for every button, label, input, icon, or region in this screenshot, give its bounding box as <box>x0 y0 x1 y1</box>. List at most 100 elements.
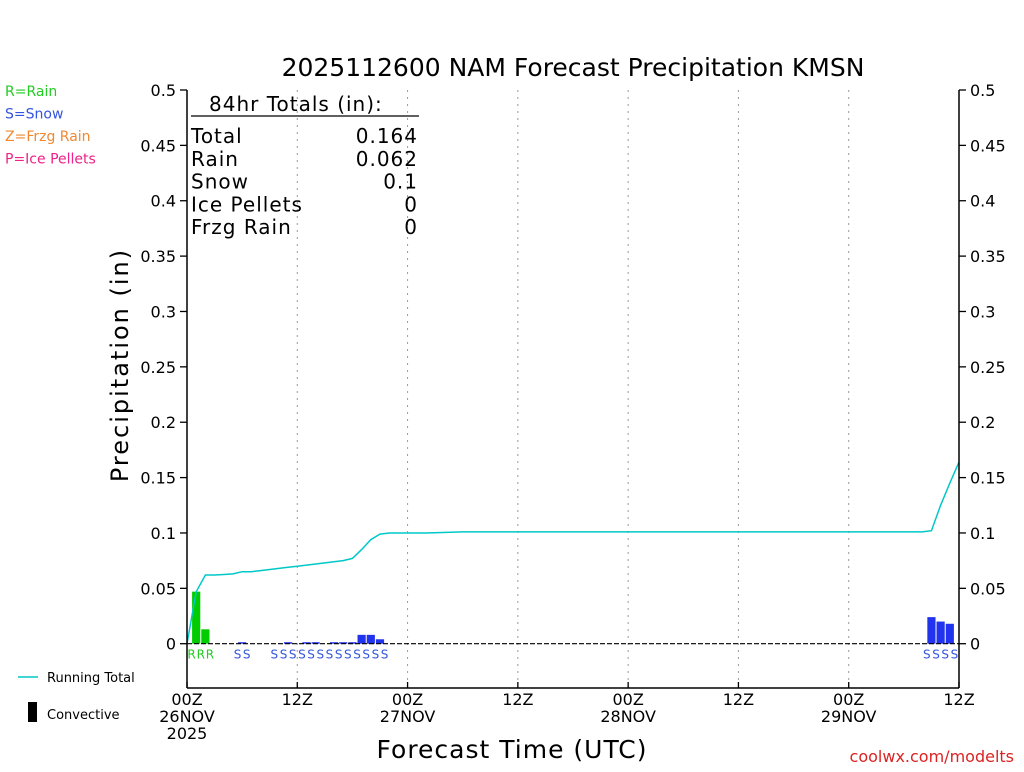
totals-row-value: 0.062 <box>356 147 418 171</box>
ptype-marker-snow: S <box>381 648 389 662</box>
y-tick-label-left: 0.3 <box>151 302 176 321</box>
x-tick-label: 12Z <box>502 690 533 709</box>
y-tick-label-right: 0.1 <box>970 524 995 543</box>
precip-bar-snow <box>936 621 945 644</box>
precip-bar-snow <box>366 634 375 644</box>
y-tick-label-right: 0.4 <box>970 192 995 211</box>
totals-row-value: 0 <box>404 215 418 239</box>
ptype-marker-snow: S <box>353 648 361 662</box>
plot-frame <box>186 90 960 689</box>
ptype-marker-snow: S <box>362 648 370 662</box>
precip-bar-snow <box>311 642 320 644</box>
totals-row-label: Snow <box>191 170 249 194</box>
totals-box: 84hr Totals (in): Total 0.164 Rain 0.062 Snow… <box>190 92 419 239</box>
ptype-marker-snow: S <box>298 648 306 662</box>
totals-heading: 84hr Totals (in): <box>209 92 383 116</box>
x-tick-date: 29NOV <box>821 707 877 726</box>
y-tick-label-left: 0.25 <box>140 358 176 377</box>
totals-row-label: Ice Pellets <box>191 192 303 216</box>
running-total-line <box>186 461 960 644</box>
totals-row-value: 0 <box>404 192 418 216</box>
y-tick-label-left: 0 <box>166 635 176 654</box>
ptype-marker-snow: S <box>951 648 959 662</box>
x-tick-year: 2025 <box>167 724 208 743</box>
totals-row-label: Frzg Rain <box>191 215 292 239</box>
precip-bar-snow <box>375 639 385 644</box>
ptype-marker-rain: R <box>197 648 205 662</box>
x-tick-label: 12Z <box>723 690 754 709</box>
y-tick-label-right: 0 <box>970 635 980 654</box>
ptype-marker-snow: S <box>270 648 278 662</box>
ptype-marker-snow: S <box>243 648 251 662</box>
series-legend: Running Total Convective <box>18 671 135 723</box>
ptype-marker-snow: S <box>289 648 297 662</box>
ptype-marker-rain: R <box>187 648 195 662</box>
ptype-marker-snow: S <box>932 648 940 662</box>
y-tick-label-right: 0.45 <box>970 136 1006 155</box>
ptype-marker-snow: S <box>335 648 343 662</box>
precip-bar-snow <box>348 642 357 644</box>
precip-bar-snow <box>238 642 247 644</box>
ptype-marker-snow: S <box>326 648 334 662</box>
y-axis-ticks: 0 00.05 0.050.1 0.10.15 0.150.2 0.20.25 0.250.… <box>140 81 1005 654</box>
precip-bar-snow <box>284 642 293 644</box>
ptype-marker-snow: S <box>280 648 288 662</box>
totals-row-value: 0.1 <box>383 170 418 194</box>
x-tick-label: 12Z <box>943 690 974 709</box>
running-total-layer <box>186 461 960 644</box>
totals-row-label: Total <box>190 124 243 148</box>
y-tick-label-right: 0.3 <box>970 302 995 321</box>
legend-entry: P=Ice Pellets <box>5 152 96 168</box>
x-axis-label: Forecast Time (UTC) <box>377 735 648 764</box>
ptype-marker-snow: S <box>941 648 949 662</box>
legend-entry: S=Snow <box>5 107 63 123</box>
x-tick-date: 28NOV <box>600 707 656 726</box>
running-total-legend-label: Running Total <box>47 671 135 686</box>
convective-legend-label: Convective <box>47 708 120 723</box>
legend-entry: Z=Frzg Rain <box>5 129 91 145</box>
ptype-marker-snow: S <box>307 648 315 662</box>
ptype-marker-snow: S <box>372 648 380 662</box>
y-tick-label-left: 0.45 <box>140 136 176 155</box>
y-tick-label-left: 0.15 <box>140 469 176 488</box>
x-tick-label: 00Z <box>612 690 643 709</box>
credit-text: coolwx.com/modelts <box>850 747 1014 766</box>
grid-lines <box>296 90 850 688</box>
totals-row-value: 0.164 <box>356 124 418 148</box>
precip-bar-snow <box>339 642 348 644</box>
y-tick-label-right: 0.35 <box>970 247 1006 266</box>
y-tick-label-right: 0.15 <box>970 469 1006 488</box>
x-tick-date: 27NOV <box>380 707 436 726</box>
x-tick-date: 26NOV <box>159 707 215 726</box>
y-tick-label-left: 0.5 <box>151 81 176 100</box>
y-tick-label-left: 0.05 <box>140 579 176 598</box>
precip-bars <box>187 591 959 645</box>
y-axis-label: Precipitation (in) <box>106 248 134 482</box>
precip-bar-rain <box>201 629 210 644</box>
precip-bar-snow <box>945 623 954 644</box>
y-tick-label-right: 0.5 <box>970 81 995 100</box>
y-tick-label-right: 0.2 <box>970 413 995 432</box>
x-tick-label: 12Z <box>282 690 313 709</box>
y-tick-label-left: 0.2 <box>151 413 176 432</box>
x-tick-label: 00Z <box>392 690 423 709</box>
precip-bar-rain <box>192 591 201 644</box>
precip-bar-snow <box>329 642 339 644</box>
ptype-marker-snow: S <box>316 648 324 662</box>
ptype-marker-snow: S <box>344 648 352 662</box>
precip-bar-snow <box>357 634 366 644</box>
chart-title: 2025112600 NAM Forecast Precipitation KM… <box>282 53 865 82</box>
ptype-marker-rain: R <box>206 648 214 662</box>
y-tick-label-left: 0.4 <box>151 192 176 211</box>
precip-bar-snow <box>302 642 311 644</box>
legend-entry: R=Rain <box>5 84 57 100</box>
precip-type-legend: R=Rain S=Snow Z=Frzg Rain P=Ice Pellets <box>5 84 96 168</box>
y-tick-label-right: 0.05 <box>970 579 1006 598</box>
ptype-marker-snow: S <box>923 648 931 662</box>
y-tick-label-left: 0.1 <box>151 524 176 543</box>
ptype-marker-snow: S <box>234 648 242 662</box>
